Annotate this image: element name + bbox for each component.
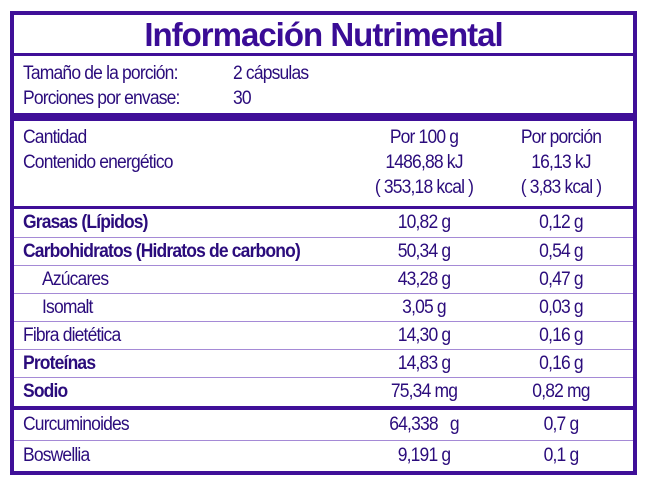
row-label: Proteínas xyxy=(23,353,96,374)
row-portion: 0,1 g xyxy=(543,445,580,466)
energy-kj-100g: 1486,88 kJ xyxy=(385,152,463,173)
row-divider xyxy=(14,293,633,294)
row-per100: 3,05 g xyxy=(402,297,446,318)
row-portion: 0,12 g xyxy=(539,212,583,233)
table-row: Azúcares 43,28 g 0,47 g xyxy=(14,266,633,294)
table-row: Isomalt 3,05 g 0,03 g xyxy=(14,294,633,322)
row-label: Sodio xyxy=(23,381,68,402)
table-row: Proteínas 14,83 g 0,16 g xyxy=(14,350,633,378)
table-row: Boswellia 9,191 g 0,1 g xyxy=(14,442,633,470)
row-label: Fibra dietética xyxy=(23,325,121,346)
serving-size-label: Tamaño de la porción: xyxy=(23,63,178,84)
divider xyxy=(14,53,633,56)
servings-per-container-value: 30 xyxy=(233,88,252,109)
row-divider xyxy=(14,440,633,441)
row-label: Azúcares xyxy=(42,269,109,290)
row-label: Isomalt xyxy=(42,297,93,318)
row-label: Grasas (Lípidos) xyxy=(23,212,149,233)
energy-label: Contenido energético xyxy=(23,152,173,173)
row-per100: 14,30 g xyxy=(397,325,451,346)
row-per100: 50,34 g xyxy=(397,241,451,262)
serving-size-value: 2 cápsulas xyxy=(233,63,309,84)
table-row: Curcuminoides 64,338 g 0,7 g xyxy=(14,411,633,439)
row-portion: 0,54 g xyxy=(539,241,583,262)
per-portion-header: Por porción xyxy=(520,127,602,148)
row-portion: 0,16 g xyxy=(539,353,583,374)
row-per100: 75,34 mg xyxy=(390,381,458,402)
row-portion: 0,16 g xyxy=(539,325,583,346)
row-divider xyxy=(14,237,633,238)
row-label: Curcuminoides xyxy=(23,414,130,435)
row-per100: 9,191 g xyxy=(397,445,451,466)
divider xyxy=(14,206,633,209)
row-per100: 43,28 g xyxy=(397,269,451,290)
row-portion: 0,7 g xyxy=(543,414,580,435)
row-divider xyxy=(14,377,633,378)
energy-kcal-portion: ( 3,83 kcal ) xyxy=(520,177,602,198)
table-title: Información Nutrimental xyxy=(144,16,503,53)
row-portion: 0,82 mg xyxy=(532,381,590,402)
energy-kj-portion: 16,13 kJ xyxy=(531,152,591,173)
row-portion: 0,03 g xyxy=(539,297,583,318)
thick-divider xyxy=(14,113,633,121)
row-per100: 14,83 g xyxy=(397,353,451,374)
row-divider xyxy=(14,349,633,350)
per-100g-header: Por 100 g xyxy=(389,127,459,148)
servings-per-container-label: Porciones por envase: xyxy=(23,88,180,109)
row-label: Carbohidratos (Hidratos de carbono) xyxy=(23,241,301,262)
table-row: Grasas (Lípidos) 10,82 g 0,12 g xyxy=(14,209,633,237)
row-label: Boswellia xyxy=(23,445,90,466)
table-row: Sodio 75,34 mg 0,82 mg xyxy=(14,378,633,406)
nutrition-facts-table: Información Nutrimental Tamaño de la por… xyxy=(10,11,637,475)
energy-kcal-100g: ( 353,18 kcal ) xyxy=(374,177,474,198)
table-row: Fibra dietética 14,30 g 0,16 g xyxy=(14,322,633,350)
row-portion: 0,47 g xyxy=(539,269,583,290)
row-per100: 64,338 g xyxy=(389,414,459,435)
row-per100: 10,82 g xyxy=(397,212,451,233)
quantity-header: Cantidad xyxy=(23,127,87,148)
row-divider xyxy=(14,321,633,322)
row-divider xyxy=(14,265,633,266)
table-row: Carbohidratos (Hidratos de carbono) 50,3… xyxy=(14,238,633,266)
divider xyxy=(14,406,633,410)
